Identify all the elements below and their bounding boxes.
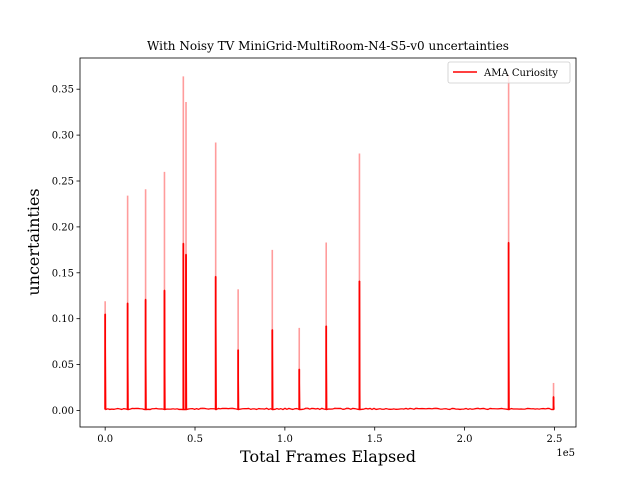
y-tick-label: 0.15	[52, 268, 74, 279]
series-lines	[104, 241, 555, 411]
y-tick-label: 0.10	[52, 314, 74, 325]
x-axis-offset-label: 1e5	[556, 448, 575, 459]
series-line-ama-curiosity	[104, 241, 555, 411]
y-tick-label: 0.00	[52, 406, 74, 417]
x-tick-label: 1.5	[367, 434, 383, 445]
x-tick-label: 1.0	[277, 434, 293, 445]
y-axis-label: uncertainties	[24, 188, 43, 295]
legend: AMA Curiosity	[447, 61, 571, 84]
y-tick-label: 0.30	[52, 131, 74, 142]
uncertainty-bands	[104, 74, 555, 410]
x-axis-label: Total Frames Elapsed	[240, 447, 416, 466]
legend-box	[447, 61, 571, 84]
plot-area-frame	[79, 57, 577, 428]
x-tick-label: 2.0	[457, 434, 473, 445]
x-tick-label: 0.5	[187, 434, 203, 445]
y-tick-label: 0.20	[52, 222, 74, 233]
chart-title: With Noisy TV MiniGrid-MultiRoom-N4-S5-v…	[147, 39, 509, 53]
y-axis-ticks: 0.00 0.05 0.10 0.15 0.20 0.25 0.30 0.35	[52, 85, 80, 417]
y-tick-label: 0.25	[52, 177, 74, 188]
y-tick-label: 0.35	[52, 85, 74, 96]
x-tick-label: 0.0	[97, 434, 113, 445]
x-axis-ticks: 0.0 0.5 1.0 1.5 2.0 2.5	[97, 427, 562, 445]
legend-label-ama-curiosity: AMA Curiosity	[483, 68, 558, 79]
x-tick-label: 2.5	[546, 434, 562, 445]
y-tick-label: 0.05	[52, 360, 74, 371]
